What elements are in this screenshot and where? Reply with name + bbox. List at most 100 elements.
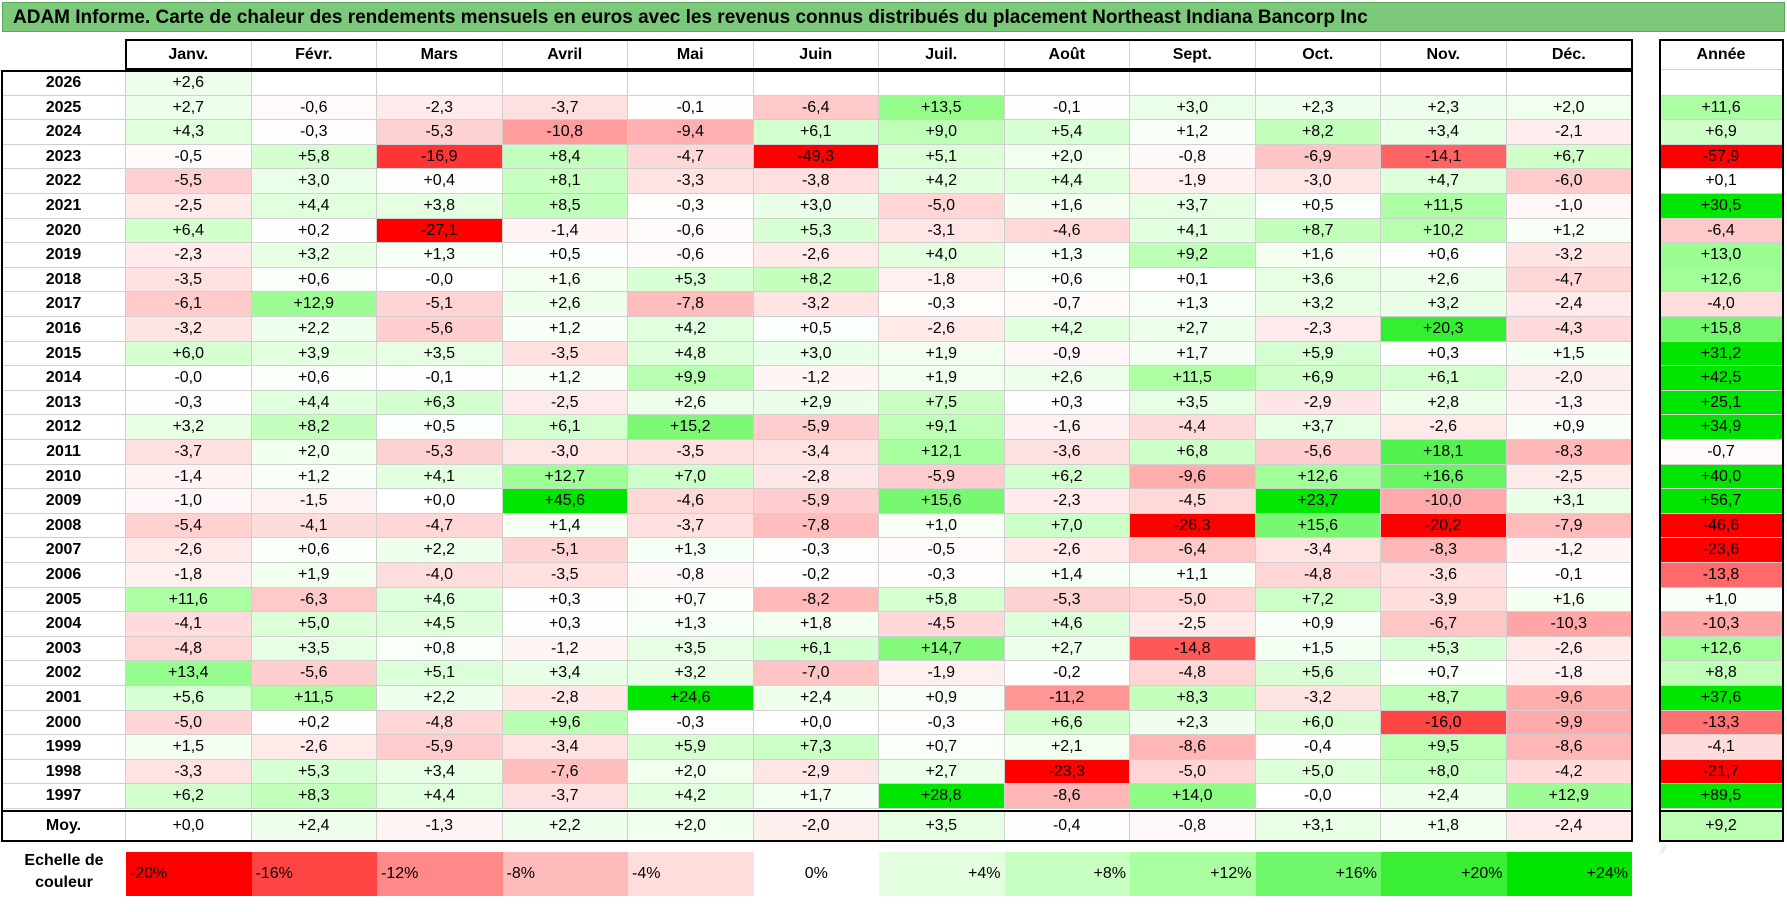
color-scale-swatch: +8% (1004, 852, 1130, 896)
heatmap-cell: -8,2 (753, 587, 879, 613)
annual-cell: -6,4 (1660, 218, 1783, 244)
average-separator (1, 810, 1633, 812)
year-label: 2003 (2, 636, 126, 662)
month-header: Oct. (1255, 40, 1381, 70)
heatmap-cell: +1,2 (1130, 120, 1256, 145)
page-title: ADAM Informe. Carte de chaleur des rende… (13, 7, 1368, 28)
heatmap-cell: +0,6 (251, 267, 377, 293)
year-label: 2025 (2, 95, 126, 121)
month-header: Sept. (1130, 40, 1256, 70)
heatmap-cell: +14,0 (1130, 784, 1256, 809)
year-label: 2024 (2, 120, 126, 145)
heatmap-cell: +3,2 (1381, 292, 1507, 317)
heatmap-cell: +0,3 (502, 612, 628, 637)
annual-cell: -13,3 (1660, 710, 1783, 736)
annual-cell: +12,6 (1660, 267, 1783, 293)
heatmap-cell: +2,2 (377, 686, 503, 711)
heatmap-cell: +9,6 (502, 710, 628, 736)
annual-cell: -4,1 (1660, 735, 1783, 760)
heatmap-cell: +3,0 (251, 169, 377, 194)
heatmap-cell: -3,2 (1255, 686, 1381, 711)
heatmap-cell: +0,5 (753, 317, 879, 342)
annual-cell: -21,7 (1660, 759, 1783, 785)
heatmap-cell: -2,4 (1506, 292, 1632, 317)
heatmap-cell: -0,1 (1506, 563, 1632, 588)
annual-cell: -13,8 (1660, 563, 1783, 588)
annual-cell: -23,6 (1660, 538, 1783, 563)
title-bar: ADAM Informe. Carte de chaleur des rende… (2, 2, 1785, 32)
average-cell: +1,8 (1381, 811, 1507, 841)
heatmap-cell: -2,6 (1506, 636, 1632, 662)
heatmap-cell: -4,6 (1004, 218, 1130, 244)
heatmap-cell: +1,4 (502, 513, 628, 539)
heatmap-cell: +1,0 (879, 513, 1005, 539)
heatmap-cell: -1,3 (1506, 390, 1632, 416)
heatmap-cell: -0,6 (628, 218, 754, 244)
heatmap-cell: -6,4 (753, 95, 879, 121)
heatmap-cell: +5,3 (251, 759, 377, 785)
heatmap-cell: -1,2 (502, 636, 628, 662)
heatmap-cell: +14,7 (879, 636, 1005, 662)
heatmap-cell: +0,0 (377, 489, 503, 514)
heatmap-cell: +3,0 (753, 194, 879, 219)
average-cell: +0,0 (126, 811, 252, 841)
heatmap-cell: +0,6 (251, 366, 377, 391)
heatmap-cell: +12,9 (1506, 784, 1632, 809)
heatmap-cell: +10,2 (1381, 218, 1507, 244)
annual-cell: -0,7 (1660, 440, 1783, 465)
annual-cell (1660, 71, 1783, 96)
color-scale-swatch: -8% (502, 852, 628, 896)
average-cell: +2,0 (628, 811, 754, 841)
heatmap-cell: +2,6 (628, 390, 754, 416)
heatmap-cell: -26,3 (1130, 513, 1256, 539)
heatmap-cell: -2,9 (753, 759, 879, 785)
heatmap-cell: -4,5 (1130, 489, 1256, 514)
heatmap-cell: +6,1 (753, 636, 879, 662)
heatmap-cell: +1,6 (1506, 587, 1632, 613)
heatmap-cell: -3,4 (753, 440, 879, 465)
heatmap-cell: +3,8 (377, 194, 503, 219)
heatmap-cell: +28,8 (879, 784, 1005, 809)
heatmap-cell: -1,8 (126, 563, 252, 588)
heatmap-cell: -2,6 (1004, 538, 1130, 563)
heatmap-cell: +1,2 (1506, 218, 1632, 244)
heatmap-cell: -0,4 (1255, 735, 1381, 760)
heatmap-cell: -0,1 (377, 366, 503, 391)
heatmap-cell: +1,5 (1506, 341, 1632, 367)
heatmap-cell: -0,5 (879, 538, 1005, 563)
heatmap-cell: -5,5 (126, 169, 252, 194)
heatmap-cell: +7,0 (1004, 513, 1130, 539)
heatmap-cell: -3,7 (502, 784, 628, 809)
heatmap-cell (879, 71, 1005, 96)
heatmap-cell: +5,1 (377, 661, 503, 686)
heatmap-cell: -5,0 (879, 194, 1005, 219)
heatmap-cell: -6,9 (1255, 144, 1381, 170)
heatmap-cell: -3,6 (1004, 440, 1130, 465)
heatmap-cell: +6,3 (377, 390, 503, 416)
heatmap-cell: +6,0 (1255, 710, 1381, 736)
heatmap-cell: -3,0 (502, 440, 628, 465)
heatmap-cell: +2,6 (126, 71, 252, 96)
heatmap-cell: -2,5 (1130, 612, 1256, 637)
year-label: 2009 (2, 489, 126, 514)
annual-cell: +15,8 (1660, 317, 1783, 342)
annual-cell: +89,5 (1660, 784, 1783, 809)
heatmap-cell: +13,4 (126, 661, 252, 686)
heatmap-cell: -9,4 (628, 120, 754, 145)
heatmap-cell: +1,9 (251, 563, 377, 588)
heatmap-cell: +0,6 (1004, 267, 1130, 293)
heatmap-cell: +6,2 (1004, 464, 1130, 490)
heatmap-cell: +3,7 (1255, 415, 1381, 440)
heatmap-cell: +4,4 (377, 784, 503, 809)
heatmap-cell: +2,2 (251, 317, 377, 342)
heatmap-cell: +5,0 (1255, 759, 1381, 785)
heatmap-cell (1255, 71, 1381, 96)
heatmap-cell: +7,0 (628, 464, 754, 490)
heatmap-cell: +1,7 (1130, 341, 1256, 367)
heatmap-cell: +6,1 (1381, 366, 1507, 391)
color-scale-swatch: -16% (251, 852, 377, 896)
heatmap-cell: -0,1 (628, 95, 754, 121)
heatmap-cell: -0,3 (879, 563, 1005, 588)
heatmap-cell: +2,2 (377, 538, 503, 563)
heatmap-cell: +1,2 (251, 464, 377, 490)
